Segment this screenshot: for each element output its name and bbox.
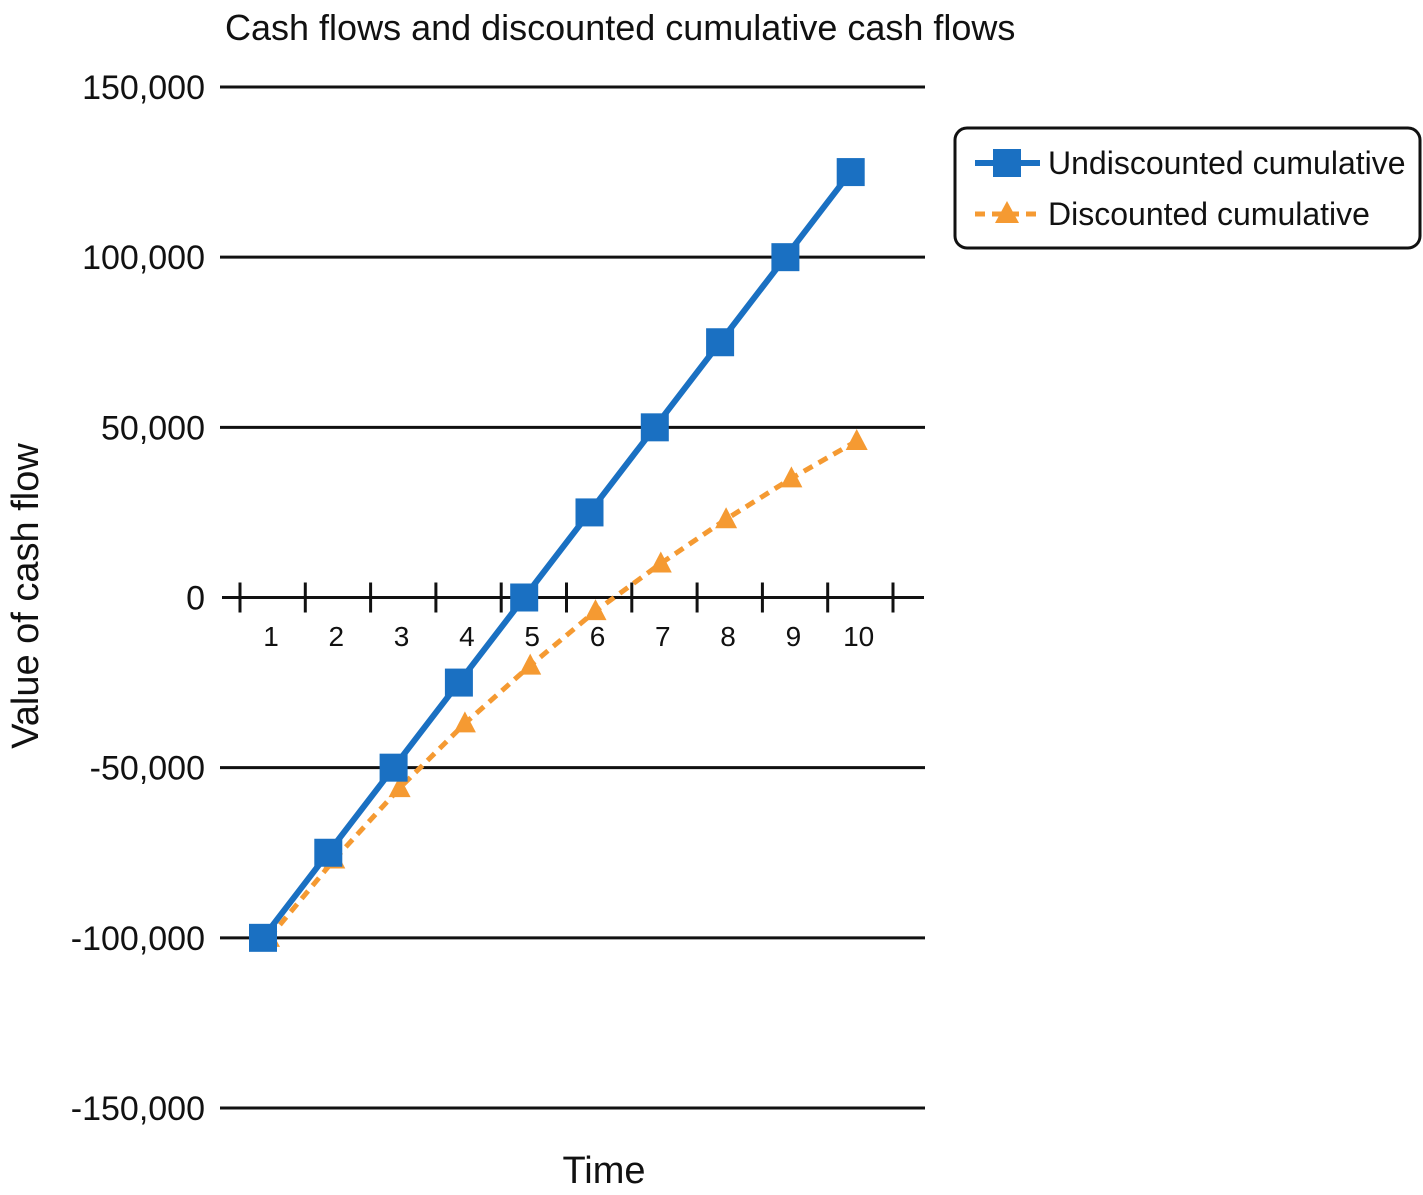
series-group [249, 158, 868, 952]
x-tick-labels: 1 2 3 4 5 6 7 8 9 10 [263, 621, 874, 652]
series-1 [258, 428, 868, 947]
x-tick-label: 8 [720, 621, 736, 652]
data-point [836, 158, 865, 187]
x-tick-label: 4 [459, 621, 475, 652]
data-point [584, 599, 607, 621]
x-tick-label: 1 [263, 621, 279, 652]
x-tick-label: 3 [394, 621, 410, 652]
data-point [649, 551, 672, 573]
data-point [771, 243, 800, 272]
data-point [388, 776, 411, 798]
x-tick-label: 6 [590, 621, 606, 652]
legend-box [953, 126, 1422, 250]
data-point [379, 753, 408, 782]
y-tick-label: 50,000 [101, 409, 205, 447]
x-tick-label: 2 [329, 621, 345, 652]
data-point [575, 498, 604, 527]
data-point [780, 466, 803, 488]
data-point [453, 711, 476, 733]
x-tick-label: 7 [655, 621, 671, 652]
x-tick-label: 10 [843, 621, 874, 652]
y-tick-label: 0 [186, 580, 205, 618]
data-point [715, 507, 738, 529]
series-0 [249, 158, 865, 952]
data-point [510, 583, 539, 612]
data-point [444, 668, 473, 697]
grid-lines [220, 85, 925, 1110]
y-tick-label: 150,000 [82, 69, 205, 107]
data-point [249, 923, 277, 952]
legend-marker [993, 149, 1021, 177]
y-tick-label: -50,000 [90, 750, 205, 788]
legend-label: Discounted cumulative [1048, 196, 1370, 232]
data-point [845, 428, 868, 450]
x-axis [222, 582, 924, 613]
y-tick-label: 100,000 [82, 239, 205, 277]
legend: Undiscounted cumulative Discounted cumula… [953, 126, 1422, 250]
y-tick-labels: 150,000 100,000 50,000 0 -50,000 -100,000 -150… [71, 69, 205, 1128]
x-tick-label: 5 [524, 621, 540, 652]
legend-label: Undiscounted cumulative [1048, 145, 1406, 181]
x-axis-label: Time [562, 1150, 645, 1192]
data-point [519, 653, 542, 675]
legend-marker [995, 201, 1019, 223]
data-point [640, 413, 669, 442]
y-axis-label: Value of cash flow [5, 443, 47, 749]
series-line [267, 438, 858, 940]
y-tick-label: -150,000 [71, 1090, 205, 1128]
series-line [260, 170, 854, 940]
x-tick-label: 9 [786, 621, 802, 652]
data-point [314, 838, 343, 867]
data-point [706, 328, 735, 357]
chart-title: Cash flows and discounted cumulative cas… [225, 7, 1015, 48]
y-tick-label: -100,000 [71, 920, 205, 958]
